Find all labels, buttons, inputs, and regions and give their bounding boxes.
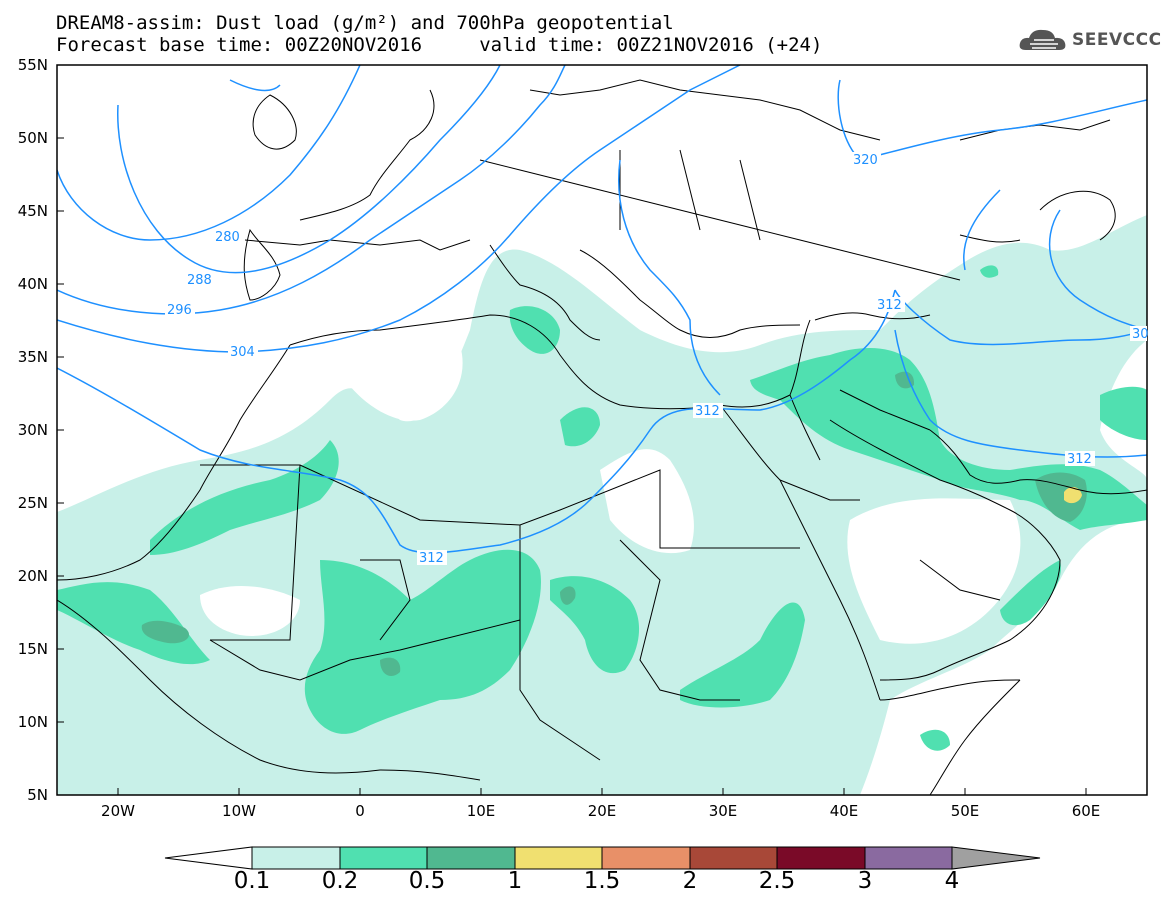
colorbar-label: 1.5 <box>583 868 621 894</box>
dust-free-area <box>600 449 694 554</box>
contour-label: 30 <box>1132 327 1149 342</box>
lon-label: 20E <box>587 802 617 820</box>
dust-fill <box>57 140 1147 795</box>
colorbar-label: 0.5 <box>408 868 446 894</box>
dust-free-area <box>847 498 1021 644</box>
colorbar-min-arrow <box>164 846 253 870</box>
colorbar-label: 3 <box>857 868 873 894</box>
contour-label: 288 <box>187 273 212 288</box>
colorbar-segment <box>864 846 953 870</box>
lon-ticks <box>117 788 1087 795</box>
colorbar-segment <box>601 846 691 870</box>
map-title: DREAM8-assim: Dust load (g/m²) and 700hP… <box>56 12 674 34</box>
contour-labels: 280 288 296 304 312 312 312 312 320 30 <box>165 152 1149 566</box>
colorbar-label: 2.5 <box>758 868 796 894</box>
colorbar-max-arrow <box>951 846 1041 870</box>
contour-label: 312 <box>1067 452 1092 467</box>
lat-label: 50N <box>17 129 48 147</box>
contour-label: 304 <box>230 345 255 360</box>
dust-free-area <box>600 140 1147 340</box>
colorbar-label: 2 <box>682 868 698 894</box>
cloud-icon <box>1019 29 1066 50</box>
map-subtitle: Forecast base time: 00Z20NOV2016 valid t… <box>56 34 823 56</box>
colorbar-segment <box>251 846 341 870</box>
lat-ticks <box>57 64 64 723</box>
logo-text: SEEVCCC <box>1072 30 1162 50</box>
lat-label: 35N <box>17 348 48 366</box>
contour-label: 312 <box>419 551 444 566</box>
lon-label: 10W <box>222 802 256 820</box>
lat-label: 55N <box>17 56 48 74</box>
lat-label: 20N <box>17 567 48 585</box>
colorbar-segment <box>776 846 866 870</box>
contour-label: 280 <box>215 230 240 245</box>
dust-region-dark <box>141 371 1087 676</box>
lat-label: 40N <box>17 275 48 293</box>
contour-label: 320 <box>853 153 878 168</box>
colorbar-segment <box>426 846 516 870</box>
lat-label: 5N <box>27 786 48 804</box>
dust-region-medium <box>57 265 1147 751</box>
lon-label: 0 <box>355 802 365 820</box>
lat-label: 15N <box>17 640 48 658</box>
lon-label: 20W <box>101 802 135 820</box>
lat-label: 10N <box>17 713 48 731</box>
colorbar-segment <box>689 846 778 870</box>
lat-label: 25N <box>17 494 48 512</box>
colorbar-segment <box>514 846 603 870</box>
lon-label: 50E <box>950 802 980 820</box>
lon-label: 40E <box>829 802 859 820</box>
seevccc-logo: SEEVCCC <box>1018 26 1161 56</box>
colorbar-label: 4 <box>944 868 960 894</box>
colorbar-label: 1 <box>507 868 523 894</box>
dust-region-high <box>1064 486 1082 504</box>
lon-label: 30E <box>708 802 738 820</box>
contour-label: 312 <box>877 298 902 313</box>
colorbar-segment <box>339 846 428 870</box>
colorbar-label: 0.1 <box>233 868 271 894</box>
dust-free-area <box>200 585 300 636</box>
dust-free-area <box>340 325 463 421</box>
lon-label: 10E <box>466 802 496 820</box>
contour-label: 312 <box>695 404 720 419</box>
contour-label: 296 <box>167 303 192 318</box>
lat-label: 30N <box>17 421 48 439</box>
colorbar <box>164 846 1041 870</box>
lat-label: 45N <box>17 202 48 220</box>
lon-label: 60E <box>1071 802 1101 820</box>
coastlines <box>57 79 1147 795</box>
colorbar-label: 0.2 <box>321 868 359 894</box>
geopotential-contours <box>57 65 1147 554</box>
